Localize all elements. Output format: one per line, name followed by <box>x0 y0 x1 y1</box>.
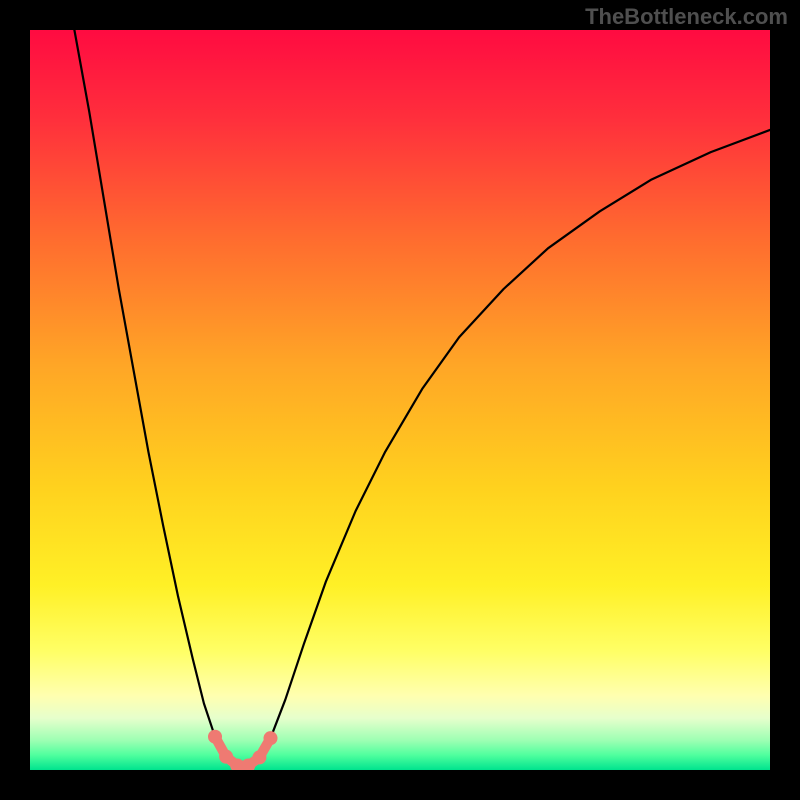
chart-svg <box>30 30 770 770</box>
bottleneck-curve <box>74 30 770 766</box>
marker-dot <box>264 731 278 745</box>
watermark-text: TheBottleneck.com <box>585 4 788 30</box>
marker-dot <box>219 750 233 764</box>
marker-dot <box>252 750 266 764</box>
marker-dot <box>208 730 222 744</box>
plot-area <box>30 30 770 770</box>
plot-frame <box>30 30 770 770</box>
chart-container: TheBottleneck.com <box>0 0 800 800</box>
